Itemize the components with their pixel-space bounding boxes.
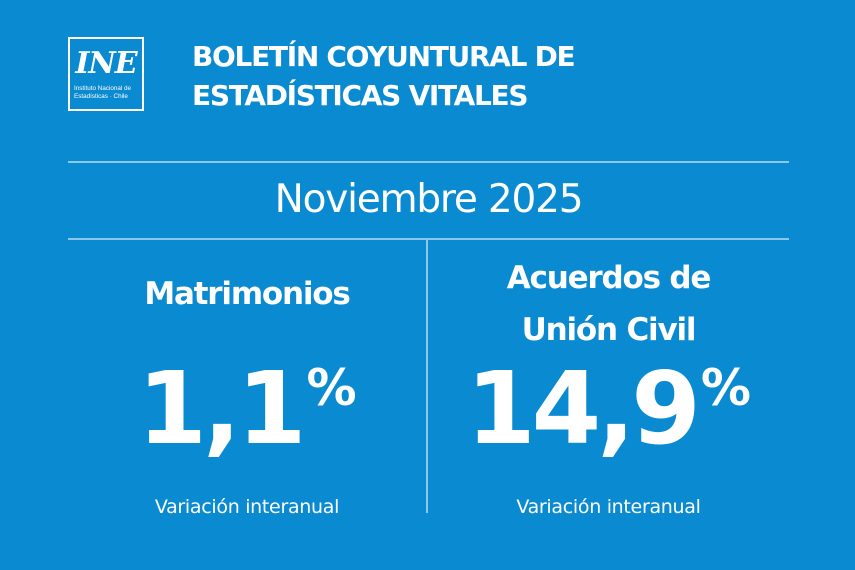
metric-civil-unions-value-row: 14,9% xyxy=(428,344,789,474)
metric-marriages-unit: % xyxy=(306,359,357,417)
metric-marriages-value-row: 1,1% xyxy=(68,344,426,474)
metric-civil-unions-value: 14,9 xyxy=(466,350,701,467)
metric-civil-unions-unit: % xyxy=(700,359,751,417)
metric-civil-unions-label: Acuerdos de Unión Civil xyxy=(428,252,789,356)
metric-marriages-label-line1: Matrimonios xyxy=(144,276,351,312)
ine-logo-subtitle-line2: Estadísticas · Chile xyxy=(74,92,128,100)
metric-civil-unions-caption: Variación interanual xyxy=(516,496,701,518)
metric-civil-unions-label-line2: Unión Civil xyxy=(521,312,697,348)
bulletin-title: BOLETÍN COYUNTURAL DE ESTADÍSTICAS VITAL… xyxy=(192,37,576,115)
column-divider xyxy=(426,239,428,513)
metric-marriages: Matrimonios 1,1% Variación interanual xyxy=(68,240,426,530)
metric-marriages-value: 1,1 xyxy=(137,350,306,467)
metric-civil-unions: Acuerdos de Unión Civil 14,9% Variación … xyxy=(428,240,789,530)
top-divider xyxy=(68,161,789,163)
middle-divider xyxy=(68,238,789,240)
metric-marriages-caption: Variación interanual xyxy=(154,496,340,518)
bulletin-title-line1: BOLETÍN COYUNTURAL DE xyxy=(192,40,576,73)
ine-logo-mark: INE xyxy=(75,46,137,81)
metric-marriages-label: Matrimonios xyxy=(68,268,426,320)
period-label: Noviembre 2025 xyxy=(274,177,584,222)
metric-civil-unions-label-line1: Acuerdos de xyxy=(506,260,712,296)
bulletin-title-line2: ESTADÍSTICAS VITALES xyxy=(192,79,528,112)
ine-logo-subtitle-line1: Instituto Nacional de xyxy=(74,85,132,92)
ine-logo: INE Instituto Nacional de Estadísticas ·… xyxy=(68,37,144,111)
ine-logo-subtitle: Instituto Nacional de Estadísticas · Chi… xyxy=(74,85,138,100)
